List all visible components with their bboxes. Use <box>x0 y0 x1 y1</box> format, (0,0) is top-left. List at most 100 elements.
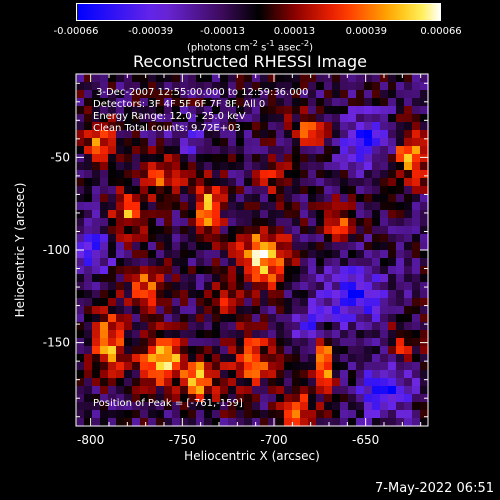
colorbar-tick-label: -0.00013 <box>200 26 246 37</box>
heatmap-cell <box>212 314 221 323</box>
heatmap-cell <box>260 298 269 307</box>
heatmap-cell <box>204 250 213 259</box>
heatmap-cell <box>276 314 285 323</box>
heatmap-cell <box>348 330 357 339</box>
heatmap-cell <box>212 386 221 395</box>
heatmap-cell <box>140 306 149 315</box>
heatmap-cell <box>132 378 141 387</box>
heatmap-cell <box>300 258 309 267</box>
heatmap-cell <box>356 234 365 243</box>
heatmap-cell <box>148 314 157 323</box>
heatmap-cell <box>252 418 261 427</box>
heatmap-cell <box>116 418 125 427</box>
heatmap-cell <box>220 338 229 347</box>
heatmap-cell <box>276 346 285 355</box>
heatmap-cell <box>244 106 253 115</box>
heatmap-cell <box>196 202 205 211</box>
heatmap-cell <box>356 354 365 363</box>
heatmap-cell <box>308 282 317 291</box>
heatmap-cell <box>332 394 341 403</box>
heatmap-cell <box>252 146 261 155</box>
heatmap-cell <box>84 90 93 99</box>
heatmap-cell <box>244 210 253 219</box>
heatmap-cell <box>348 218 357 227</box>
heatmap-cell <box>140 202 149 211</box>
heatmap-cell <box>204 218 213 227</box>
heatmap-cell <box>420 106 429 115</box>
heatmap-cell <box>380 282 389 291</box>
heatmap-cell <box>84 394 93 403</box>
heatmap-cell <box>204 210 213 219</box>
heatmap-cell <box>300 138 309 147</box>
heatmap-cell <box>156 402 165 411</box>
heatmap-cell <box>348 154 357 163</box>
heatmap-cell <box>124 154 133 163</box>
heatmap-cell <box>372 418 381 427</box>
heatmap-cell <box>212 242 221 251</box>
heatmap-cell <box>332 90 341 99</box>
heatmap-cell <box>364 346 373 355</box>
heatmap-cell <box>420 194 429 203</box>
heatmap-cell <box>84 178 93 187</box>
heatmap-cell <box>228 82 237 91</box>
heatmap-cell <box>132 386 141 395</box>
heatmap-cell <box>292 154 301 163</box>
heatmap-cell <box>388 154 397 163</box>
heatmap-cell <box>108 82 117 91</box>
heatmap-cell <box>236 410 245 419</box>
heatmap-cell <box>100 242 109 251</box>
heatmap-cell <box>284 266 293 275</box>
heatmap-cell <box>156 250 165 259</box>
heatmap-cell <box>316 298 325 307</box>
heatmap-cell <box>124 306 133 315</box>
heatmap-cell <box>92 186 101 195</box>
heatmap-cell <box>372 106 381 115</box>
heatmap-cell <box>316 394 325 403</box>
heatmap-cell <box>124 402 133 411</box>
heatmap-cell <box>308 122 317 131</box>
heatmap-cell <box>292 122 301 131</box>
heatmap-cell <box>284 146 293 155</box>
heatmap-cell <box>204 170 213 179</box>
heatmap-cell <box>308 362 317 371</box>
heatmap-cell <box>388 170 397 179</box>
heatmap-cell <box>196 274 205 283</box>
heatmap-cell <box>356 282 365 291</box>
heatmap-cell <box>340 378 349 387</box>
heatmap-cell <box>340 266 349 275</box>
heatmap-cell <box>196 242 205 251</box>
heatmap-cell <box>116 258 125 267</box>
heatmap-cell <box>196 362 205 371</box>
heatmap-cell <box>244 282 253 291</box>
heatmap-cell <box>172 138 181 147</box>
heatmap-cell <box>172 242 181 251</box>
heatmap-cell <box>164 322 173 331</box>
heatmap-cell <box>252 306 261 315</box>
heatmap-cell <box>252 410 261 419</box>
heatmap-cell <box>116 90 125 99</box>
heatmap-cell <box>196 154 205 163</box>
heatmap-cell <box>292 74 301 83</box>
heatmap-cell <box>132 146 141 155</box>
heatmap-cell <box>84 386 93 395</box>
heatmap-cell <box>332 114 341 123</box>
heatmap-cell <box>180 338 189 347</box>
heatmap-cell <box>420 114 429 123</box>
heatmap-cell <box>300 82 309 91</box>
heatmap-cell <box>388 266 397 275</box>
heatmap-cell <box>100 186 109 195</box>
heatmap-cell <box>420 290 429 299</box>
heatmap-cell <box>260 282 269 291</box>
heatmap-cell <box>116 146 125 155</box>
heatmap-cell <box>244 226 253 235</box>
heatmap-cell <box>356 130 365 139</box>
heatmap-cell <box>156 346 165 355</box>
heatmap-cell <box>308 194 317 203</box>
heatmap-cell <box>100 386 109 395</box>
heatmap-cell <box>244 394 253 403</box>
heatmap-cell <box>372 322 381 331</box>
heatmap-cell <box>356 106 365 115</box>
heatmap-cell <box>260 82 269 91</box>
heatmap-cell <box>404 226 413 235</box>
heatmap-cell <box>172 322 181 331</box>
